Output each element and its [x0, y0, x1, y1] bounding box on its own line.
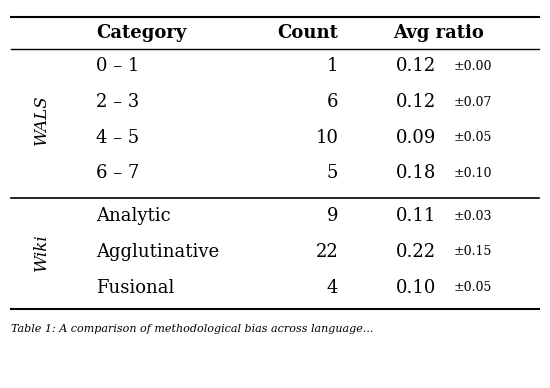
Text: 2 – 3: 2 – 3 — [96, 93, 140, 111]
Text: 0 – 1: 0 – 1 — [96, 57, 140, 75]
Text: 0.10: 0.10 — [396, 279, 436, 296]
Text: 0.22: 0.22 — [396, 243, 436, 261]
Text: ±0.03: ±0.03 — [454, 210, 492, 223]
Text: Avg ratio: Avg ratio — [393, 24, 484, 42]
Text: 5: 5 — [327, 165, 338, 182]
Text: 0.12: 0.12 — [396, 93, 436, 111]
Text: 1: 1 — [327, 57, 338, 75]
Text: 22: 22 — [316, 243, 338, 261]
Text: Analytic: Analytic — [96, 207, 171, 225]
Text: 6: 6 — [327, 93, 338, 111]
Text: ±0.05: ±0.05 — [454, 281, 492, 294]
Text: ±0.00: ±0.00 — [454, 60, 492, 73]
Text: Count: Count — [277, 24, 338, 42]
Text: ±0.07: ±0.07 — [454, 95, 492, 109]
Text: 0.09: 0.09 — [396, 129, 436, 147]
Text: Table 1: A comparison of methodological bias across language...: Table 1: A comparison of methodological … — [11, 324, 373, 334]
Text: 0.11: 0.11 — [396, 207, 436, 225]
Text: 10: 10 — [315, 129, 338, 147]
Text: Category: Category — [96, 24, 186, 42]
Text: 6 – 7: 6 – 7 — [96, 165, 140, 182]
Text: ±0.05: ±0.05 — [454, 131, 492, 144]
Text: Fusional: Fusional — [96, 279, 175, 296]
Text: 0.18: 0.18 — [396, 165, 436, 182]
Text: 4: 4 — [327, 279, 338, 296]
Text: 9: 9 — [327, 207, 338, 225]
Text: 4 – 5: 4 – 5 — [96, 129, 139, 147]
Text: Agglutinative: Agglutinative — [96, 243, 219, 261]
Text: WALS: WALS — [33, 95, 50, 145]
Text: 0.12: 0.12 — [396, 57, 436, 75]
Text: ±0.10: ±0.10 — [454, 167, 492, 180]
Text: ±0.15: ±0.15 — [454, 245, 492, 258]
Text: Wiki: Wiki — [33, 233, 50, 271]
